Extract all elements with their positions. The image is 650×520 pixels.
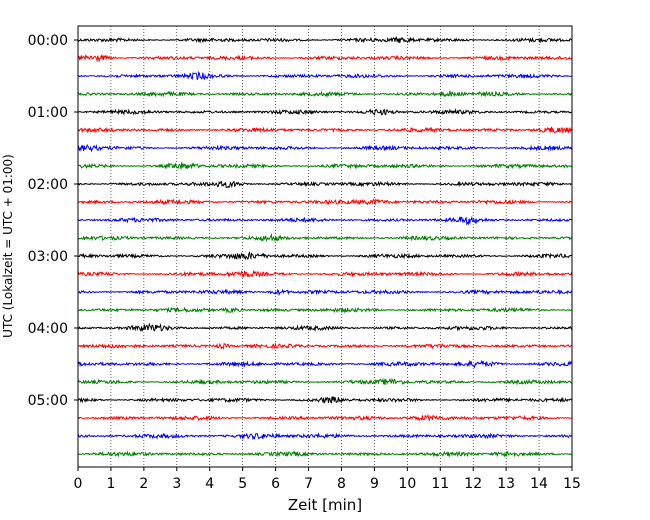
x-tick-label: 1 <box>106 476 115 492</box>
trace-line <box>78 342 573 351</box>
seismic-traces <box>77 36 573 458</box>
y-tick-label: 03:00 <box>28 249 68 265</box>
x-tick-label: 0 <box>74 476 83 492</box>
x-tick-label: 2 <box>139 476 148 492</box>
trace-line <box>77 162 573 170</box>
trace-line <box>77 36 573 44</box>
trace-line <box>77 414 573 422</box>
trace-line <box>77 288 573 297</box>
x-axis-label: Zeit [min] <box>288 496 362 514</box>
y-axis-label: UTC (Lokalzeit = UTC + 01:00) <box>1 154 15 338</box>
trace-line <box>77 432 573 441</box>
trace-line <box>77 450 572 458</box>
x-tick-label: 3 <box>172 476 181 492</box>
trace-line <box>77 198 573 206</box>
x-tick-label: 10 <box>398 476 416 492</box>
trace-line <box>77 180 572 189</box>
x-tick-label: 5 <box>238 476 247 492</box>
plot-background <box>78 26 572 467</box>
x-tick-label: 13 <box>497 476 515 492</box>
trace-line <box>77 70 572 81</box>
trace-line <box>77 269 573 279</box>
trace-line <box>78 322 573 333</box>
y-tick-label: 04:00 <box>28 321 68 337</box>
x-tick-label: 11 <box>431 476 449 492</box>
plot-frame <box>77 25 573 468</box>
x-tick-label: 12 <box>464 476 482 492</box>
trace-line <box>77 90 573 98</box>
trace-line <box>77 377 573 386</box>
x-tick-label: 4 <box>205 476 214 492</box>
trace-line <box>77 53 573 63</box>
trace-line <box>77 126 573 135</box>
trace-line <box>77 143 573 153</box>
y-tick-label: 01:00 <box>28 105 68 121</box>
trace-line <box>77 215 573 226</box>
trace-line <box>77 306 573 314</box>
y-axis: 00:00 01:00 02:00 03:00 04:00 05:00 <box>28 33 78 409</box>
x-tick-label: 7 <box>304 476 313 492</box>
x-tick-label: 8 <box>337 476 346 492</box>
trace-line <box>77 108 573 116</box>
x-tick-label: 15 <box>563 476 581 492</box>
y-tick-label: 02:00 <box>28 177 68 193</box>
trace-line <box>77 251 573 261</box>
x-tick-label: 6 <box>271 476 280 492</box>
y-tick-label: 00:00 <box>28 33 68 49</box>
trace-line <box>77 359 573 369</box>
x-axis: 0 1 2 3 4 5 6 7 8 9 10 11 12 13 14 15 <box>74 467 581 492</box>
x-tick-label: 9 <box>370 476 379 492</box>
x-tick-label: 14 <box>530 476 548 492</box>
trace-line <box>77 232 573 243</box>
trace-line <box>77 396 573 404</box>
y-tick-label: 05:00 <box>28 393 68 409</box>
